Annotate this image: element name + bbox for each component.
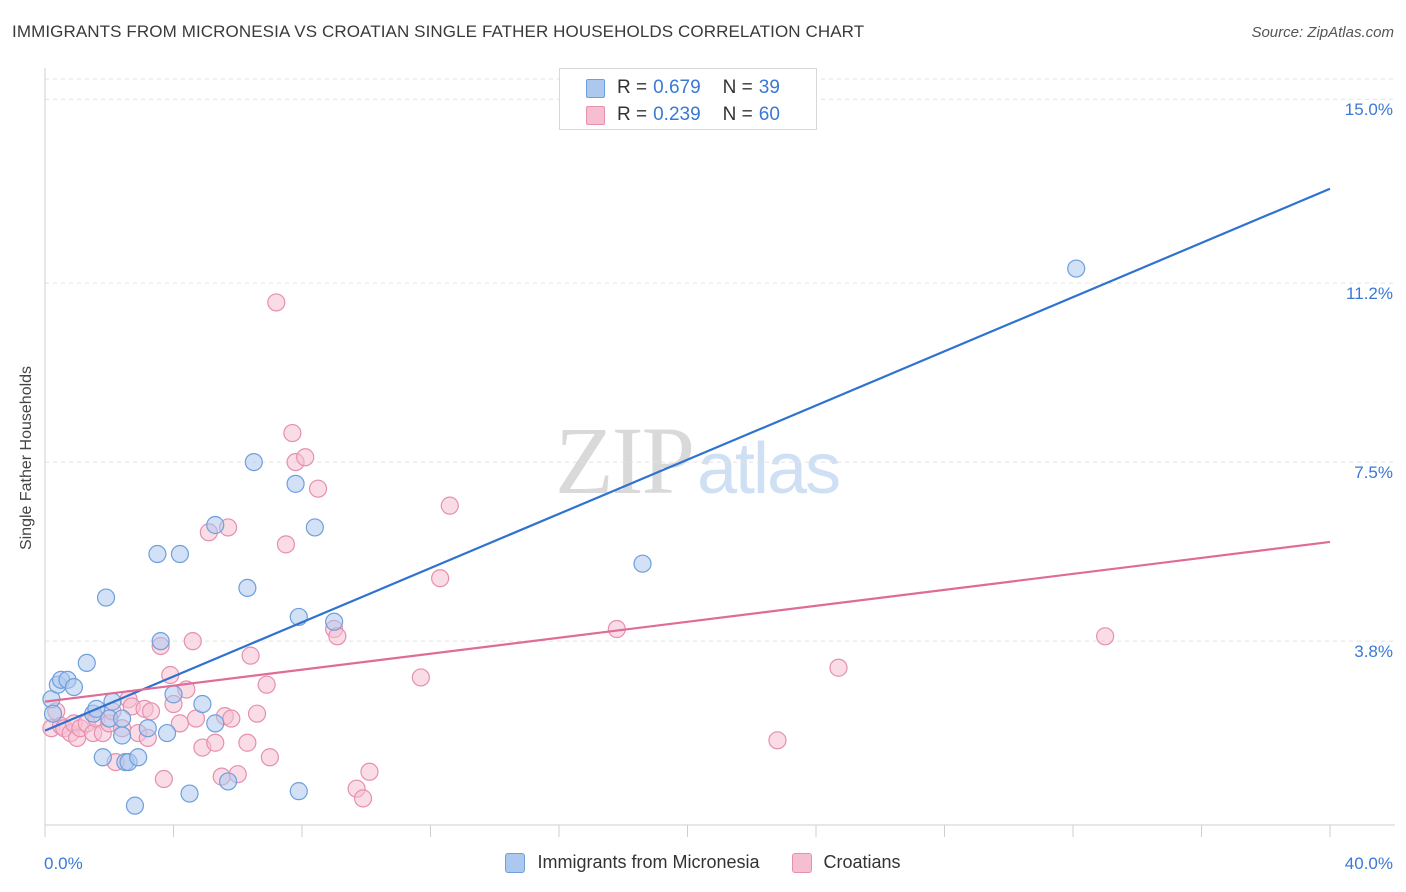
micronesia-point bbox=[180, 784, 199, 803]
x-tick-label: 40.0% bbox=[1345, 854, 1393, 873]
r-label: R = bbox=[617, 104, 648, 125]
croatians-point bbox=[768, 731, 787, 750]
legend-item-croatians: Croatians bbox=[791, 852, 901, 873]
legend-row-croatians: R = 0.239 N = 60 bbox=[586, 104, 780, 126]
croatians-point bbox=[267, 293, 286, 312]
axes bbox=[44, 68, 1395, 837]
micronesia-point bbox=[129, 748, 148, 767]
micronesia-point bbox=[633, 554, 652, 573]
y-tick-label: 11.2% bbox=[1346, 284, 1393, 303]
croatians-point bbox=[260, 748, 279, 767]
croatians-point bbox=[296, 448, 315, 467]
micronesia-point bbox=[238, 578, 257, 598]
micronesia-point bbox=[325, 612, 344, 631]
croatians-point bbox=[276, 535, 296, 554]
n-label: N = bbox=[722, 104, 753, 125]
micronesia-point bbox=[93, 748, 112, 767]
croatians-point bbox=[257, 675, 276, 694]
croatians-point bbox=[247, 704, 267, 723]
micronesia-point bbox=[151, 632, 170, 651]
chart-title: IMMIGRANTS FROM MICRONESIA VS CROATIAN S… bbox=[12, 22, 865, 41]
watermark: ZIPatlas bbox=[555, 405, 841, 516]
micronesia-point bbox=[305, 518, 324, 537]
micronesia-point bbox=[112, 709, 132, 728]
watermark-zip: ZIP bbox=[555, 407, 695, 514]
micronesia-point bbox=[219, 772, 238, 791]
micronesia-point bbox=[125, 796, 145, 815]
x-tick-label: 0.0% bbox=[44, 854, 83, 873]
micronesia-point bbox=[244, 452, 263, 472]
legend-item-micronesia: Immigrants from Micronesia bbox=[505, 852, 760, 873]
series-legend: Immigrants from Micronesia Croatians bbox=[0, 852, 1406, 873]
n-value: 39 bbox=[758, 77, 780, 98]
y-tick-label: 3.8% bbox=[1354, 642, 1393, 661]
micronesia-point bbox=[157, 723, 177, 743]
legend-row-micronesia: R = 0.679 N = 39 bbox=[586, 77, 780, 99]
micronesia-trend-line bbox=[44, 187, 1331, 732]
r-value: 0.679 bbox=[653, 77, 701, 98]
micronesia-point bbox=[164, 685, 183, 704]
legend-label: Croatians bbox=[823, 852, 901, 872]
legend-swatch-pink bbox=[791, 852, 812, 873]
micronesia-point bbox=[193, 694, 212, 714]
tick-labels: 3.8% 7.5% 11.2% 15.0% 0.0% 40.0% bbox=[44, 100, 1393, 873]
y-axis-label: Single Father Households bbox=[18, 365, 35, 551]
legend-swatch-blue bbox=[586, 78, 605, 98]
n-value: 60 bbox=[758, 104, 780, 125]
croatians-point bbox=[308, 479, 328, 498]
r-value: 0.239 bbox=[653, 104, 701, 125]
croatians-trend-line bbox=[44, 540, 1331, 703]
croatians-point bbox=[206, 733, 225, 752]
legend-swatch-pink bbox=[586, 105, 605, 125]
croatians-point bbox=[360, 762, 379, 781]
micronesia-point bbox=[77, 653, 96, 673]
grid-lines bbox=[45, 78, 1395, 642]
croatians-point bbox=[283, 423, 302, 443]
n-label: N = bbox=[722, 77, 753, 98]
micronesia-point bbox=[43, 704, 63, 723]
micronesia-points bbox=[42, 259, 1086, 815]
croatians-point bbox=[411, 668, 430, 687]
croatians-points bbox=[42, 293, 1115, 808]
y-tick-label: 7.5% bbox=[1354, 463, 1393, 482]
r-label: R = bbox=[617, 77, 648, 98]
croatians-point bbox=[1096, 627, 1115, 646]
micronesia-point bbox=[112, 726, 132, 745]
source-label: Source: ZipAtlas.com bbox=[1251, 24, 1394, 41]
y-tick-label: 15.0% bbox=[1345, 100, 1393, 119]
watermark-atlas: atlas bbox=[697, 429, 841, 509]
croatians-point bbox=[141, 702, 161, 721]
legend-swatch-blue bbox=[505, 852, 526, 873]
croatians-point bbox=[829, 658, 848, 677]
croatians-point bbox=[440, 496, 459, 515]
micronesia-point bbox=[289, 782, 308, 801]
croatians-point bbox=[241, 646, 260, 665]
croatians-point bbox=[183, 632, 202, 651]
micronesia-point bbox=[206, 515, 225, 535]
micronesia-point bbox=[138, 719, 157, 738]
croatians-point bbox=[353, 789, 373, 808]
micronesia-point bbox=[64, 677, 84, 697]
micronesia-point bbox=[1067, 259, 1086, 278]
croatians-point bbox=[222, 709, 241, 728]
micronesia-point bbox=[170, 544, 190, 564]
correlation-legend: R = 0.679 N = 39 R = 0.239 N = 60 bbox=[559, 68, 817, 130]
croatians-point bbox=[238, 733, 257, 752]
micronesia-point bbox=[206, 714, 225, 733]
croatians-point bbox=[431, 569, 450, 588]
micronesia-point bbox=[286, 474, 305, 493]
micronesia-point bbox=[96, 588, 116, 607]
micronesia-point bbox=[148, 544, 167, 564]
trend-lines bbox=[44, 187, 1331, 732]
legend-label: Immigrants from Micronesia bbox=[537, 852, 760, 872]
croatians-point bbox=[154, 769, 173, 789]
